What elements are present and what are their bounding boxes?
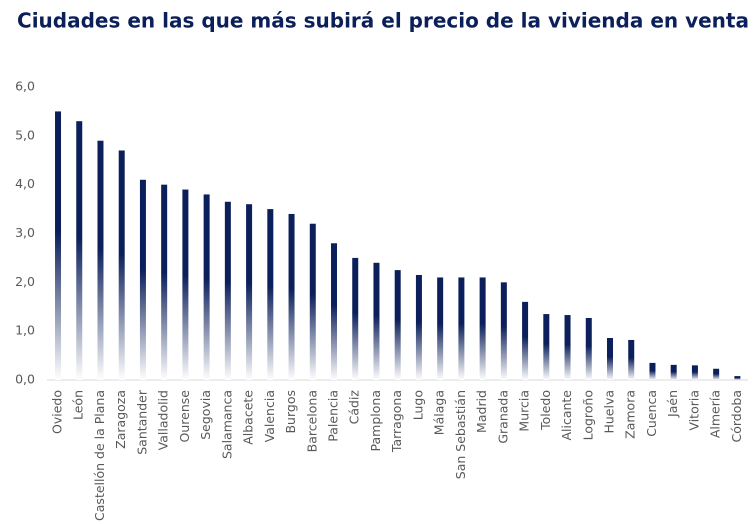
bar <box>607 338 614 380</box>
x-tick-label: Alicante <box>559 390 574 441</box>
y-tick-label: 2,0 <box>15 274 35 289</box>
bar <box>543 314 550 380</box>
bar <box>97 140 104 380</box>
x-tick-label: Oviedo <box>50 390 65 434</box>
bar <box>267 209 274 380</box>
x-tick-label: León <box>71 390 86 420</box>
bar <box>691 365 698 380</box>
x-tick-label: Palencia <box>326 390 341 442</box>
x-tick-label: Murcia <box>517 390 532 432</box>
x-tick-label: Santander <box>134 389 149 455</box>
y-tick-label: 5,0 <box>15 127 35 142</box>
x-tick-label: Cádiz <box>347 390 362 425</box>
x-tick-label: Málaga <box>432 390 447 435</box>
bar <box>649 362 656 380</box>
x-tick-label: Madrid <box>474 390 489 433</box>
x-tick-label: Albacete <box>241 390 256 445</box>
x-tick-label: Almería <box>708 390 723 438</box>
x-tick-label: Jaén <box>665 390 680 418</box>
bar <box>522 301 529 380</box>
x-tick-label: Huelva <box>602 390 617 434</box>
bar <box>564 315 571 380</box>
bar <box>628 339 635 380</box>
bar <box>203 194 210 380</box>
y-tick-label: 3,0 <box>15 225 35 240</box>
bar <box>246 204 253 380</box>
x-tick-label: Vitoria <box>686 390 701 431</box>
x-tick-label: Logroño <box>580 390 595 440</box>
x-tick-label: Toledo <box>538 390 553 431</box>
bar <box>394 270 401 380</box>
bar <box>139 179 146 380</box>
x-tick-label: San Sebastián <box>453 390 468 479</box>
x-tick-label: Burgos <box>283 390 298 434</box>
x-tick-label: Zaragoza <box>113 390 128 449</box>
bar <box>585 317 592 380</box>
x-tick-label: Pamplona <box>368 390 383 451</box>
x-tick-label: Salamanca <box>219 390 234 459</box>
bar <box>500 282 507 380</box>
bar <box>458 277 465 380</box>
bar <box>373 262 380 380</box>
x-tick-label: Castellón de la Plana <box>92 390 107 521</box>
bar <box>288 213 295 380</box>
bar <box>161 184 168 380</box>
x-tick-label: Valladolid <box>156 390 171 450</box>
y-tick-label: 4,0 <box>15 176 35 191</box>
x-tick-label: Tarragona <box>389 390 404 453</box>
bar <box>55 111 62 381</box>
bar <box>415 275 422 380</box>
x-tick-label: Segovia <box>198 390 213 440</box>
bar <box>713 368 720 380</box>
bar <box>331 243 338 380</box>
y-tick-label: 1,0 <box>15 323 35 338</box>
bar <box>224 201 231 380</box>
bar <box>670 364 677 380</box>
bar <box>118 150 125 380</box>
y-tick-label: 6,0 <box>15 79 35 94</box>
x-tick-label: Cuenca <box>644 390 659 437</box>
bar <box>437 277 444 380</box>
x-tick-label: Córdoba <box>729 390 744 442</box>
x-tick-label: Lugo <box>410 390 425 420</box>
bar <box>76 121 83 380</box>
bar <box>182 189 189 380</box>
bar <box>352 257 359 380</box>
x-tick-label: Ourense <box>177 390 192 443</box>
bar <box>479 277 486 380</box>
x-tick-label: Barcelona <box>304 390 319 452</box>
x-tick-label: Valencia <box>262 390 277 442</box>
y-tick-label: 0,0 <box>15 372 35 387</box>
x-tick-label: Granada <box>495 390 510 444</box>
bar <box>734 376 741 380</box>
x-tick-label: Zamora <box>623 390 638 439</box>
bar <box>309 223 316 380</box>
chart-title: Ciudades en las que más subirá el precio… <box>17 9 749 33</box>
